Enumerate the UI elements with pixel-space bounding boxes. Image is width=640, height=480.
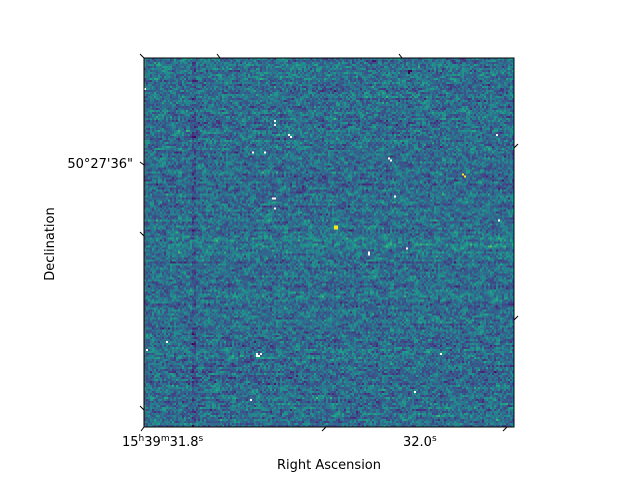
y-tick-right-1 <box>513 143 519 149</box>
x-tick-top-2 <box>216 53 221 59</box>
x-tick-label-2: 32.0s <box>403 434 437 450</box>
x-tick-bottom-3 <box>502 426 508 432</box>
y-tick-left-1 <box>139 161 145 166</box>
y-axis-label: Declination <box>43 207 58 281</box>
x-tick-label-1: 15h39m31.8s <box>122 434 204 450</box>
heatmap-image <box>144 58 514 427</box>
tick-marks <box>139 53 519 432</box>
x-tick-top-1 <box>139 53 145 59</box>
y-tick-left-2 <box>139 231 145 237</box>
x-axis-label: Right Ascension <box>277 458 381 473</box>
x-tick-top-3 <box>398 53 403 59</box>
plot-area <box>139 53 519 432</box>
x-tick-bottom-1 <box>140 426 145 432</box>
axes-frame <box>143 57 515 428</box>
y-tick-right-2 <box>513 315 519 321</box>
x-tick-bottom-2 <box>321 426 327 432</box>
y-tick-left-3 <box>139 405 145 411</box>
y-tick-label-1: 50°27'36" <box>67 157 133 172</box>
